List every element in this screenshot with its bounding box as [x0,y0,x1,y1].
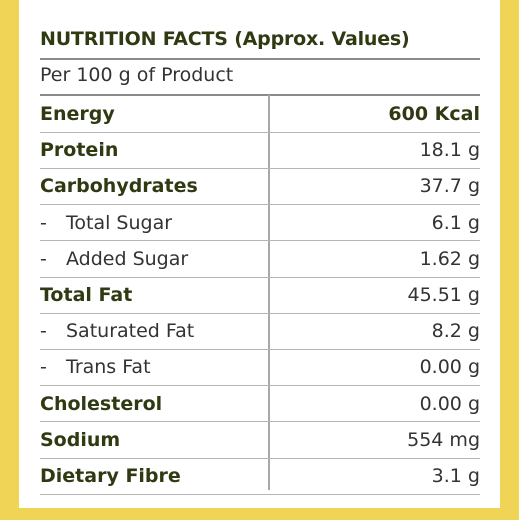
nutrient-value: 37.7 g [419,175,480,198]
row-divider [40,276,480,278]
sub-item-dash: - [40,356,47,379]
row-divider [40,348,480,350]
nutrient-row: Cholesterol 0.00 g [40,386,480,422]
nutrient-row: Sodium 554 mg [40,422,480,458]
sub-item-dash: - [40,247,47,270]
nutrient-row: - Added Sugar 1.62 g [40,241,480,277]
nutrient-label-text: Energy [40,103,115,125]
nutrient-row: Total Fat 45.51 g [40,277,480,313]
nutrient-label: Total Fat [40,284,132,306]
row-divider [40,493,480,495]
nutrient-row: - Saturated Fat 8.2 g [40,313,480,349]
nutrient-label-text: Total Fat [40,284,133,306]
nutrient-label: - Trans Fat [40,356,151,378]
nutrient-value: 554 mg [407,428,480,451]
nutrient-label: - Saturated Fat [40,320,194,342]
sub-item-dash: - [40,320,47,343]
row-divider [40,240,480,242]
serving-basis: Per 100 g of Product [40,64,234,86]
nutrient-row: - Trans Fat 0.00 g [40,349,480,385]
nutrient-label-text: Dietary Fibre [40,465,181,487]
nutrient-row: Carbohydrates 37.7 g [40,168,480,204]
nutrient-label: Carbohydrates [40,175,198,197]
nutrient-label-text: Cholesterol [40,392,163,415]
nutrient-value: 18.1 g [419,139,480,162]
column-divider [268,95,270,490]
nutrient-value: 0.00 g [419,356,480,379]
nutrient-label: Cholesterol [40,393,162,415]
title-divider [40,58,480,60]
nutrient-label: Sodium [40,429,120,451]
nutrient-value: 3.1 g [431,465,480,487]
nutrition-title: NUTRITION FACTS (Approx. Values) [40,28,410,50]
nutrient-value: 0.00 g [419,392,480,415]
nutrient-value: 600 Kcal [388,103,480,125]
nutrient-row: Dietary Fibre 3.1 g [40,458,480,494]
nutrient-label-text: Carbohydrates [40,175,198,198]
nutrient-value: 8.2 g [431,320,480,343]
nutrient-row: Protein 18.1 g [40,132,480,168]
nutrition-panel: NUTRITION FACTS (Approx. Values) Per 100… [19,0,500,508]
nutrient-row: Energy 600 Kcal [40,96,480,132]
header-divider [40,94,480,96]
row-divider [40,421,480,423]
row-divider [40,204,480,206]
row-divider [40,457,480,459]
nutrient-label: - Added Sugar [40,248,188,270]
nutrient-row: - Total Sugar 6.1 g [40,205,480,241]
row-divider [40,385,480,387]
nutrient-value: 45.51 g [407,284,481,306]
nutrient-label: Protein [40,139,118,161]
nutrient-value: 1.62 g [419,247,480,270]
row-divider [40,167,480,169]
nutrient-value: 6.1 g [431,211,480,234]
nutrient-label-text: Sodium [40,428,121,451]
nutrient-label: - Total Sugar [40,212,172,234]
row-divider [40,131,480,133]
row-divider [40,312,480,314]
nutrient-label-text: Protein [40,139,119,162]
nutrient-label: Dietary Fibre [40,465,181,487]
nutrient-label: Energy [40,103,115,125]
nutrient-label-text: Total Sugar [66,211,173,234]
nutrient-label-text: Trans Fat [66,356,151,379]
nutrient-label-text: Added Sugar [66,247,189,270]
nutrient-label-text: Saturated Fat [66,320,195,343]
sub-item-dash: - [40,211,47,234]
